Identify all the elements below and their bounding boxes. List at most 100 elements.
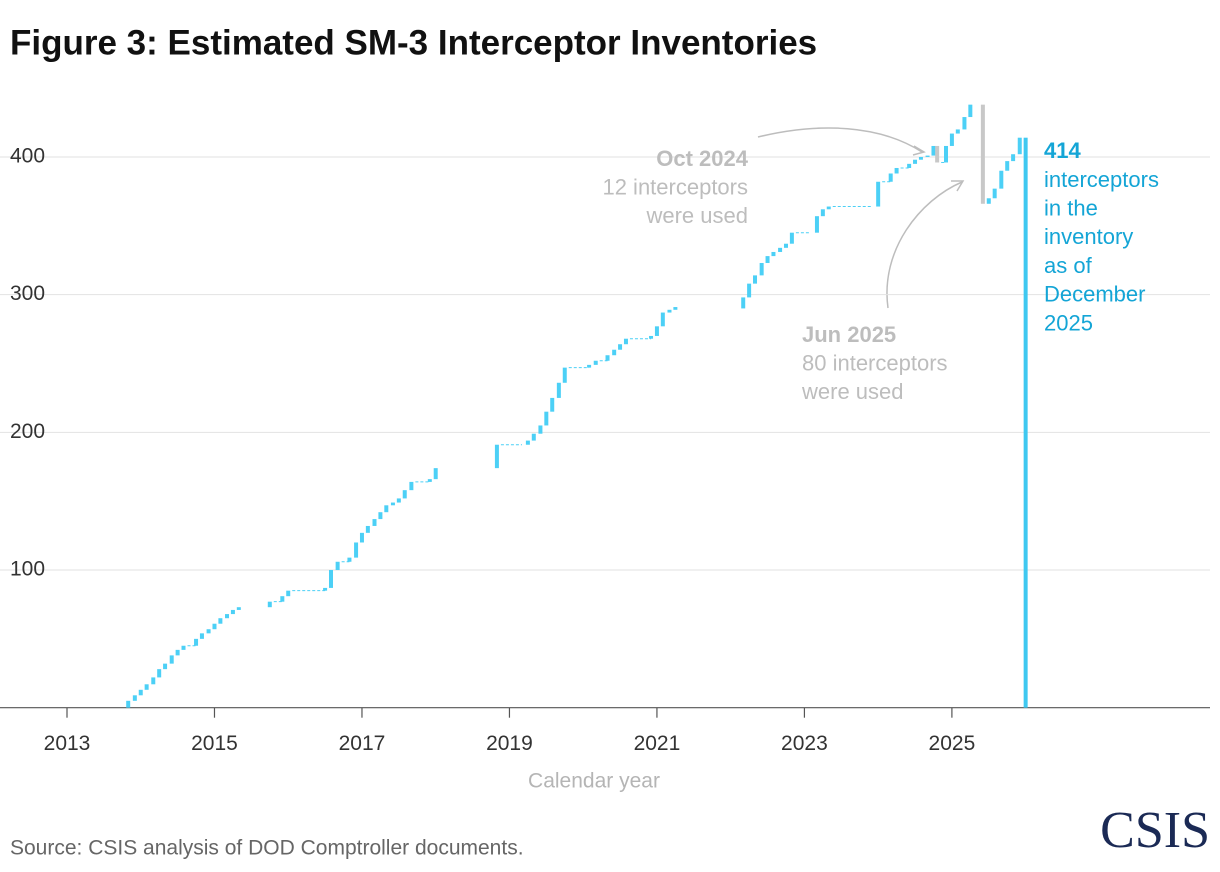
highlight-text: 2025: [1044, 310, 1093, 335]
step-bar: [913, 159, 918, 164]
highlight-text: December: [1044, 282, 1145, 307]
step-bar: [359, 532, 364, 543]
arrowhead: [951, 180, 965, 192]
step-bar: [962, 117, 967, 130]
step-bar: [741, 297, 746, 309]
step-bar: [992, 188, 997, 199]
logo: CSIS: [1100, 802, 1210, 859]
step-bar: [175, 649, 180, 656]
step-bar: [396, 498, 401, 503]
step-bar: [649, 335, 654, 339]
highlight-text: in the: [1044, 196, 1098, 221]
step-bar: [789, 232, 794, 244]
step-bar: [667, 309, 672, 313]
step-bar: [587, 364, 592, 368]
step-bar: [181, 645, 186, 650]
step-bar: [163, 663, 168, 670]
arrow: [886, 181, 963, 309]
step-bar: [169, 655, 174, 664]
step-bar: [894, 167, 899, 174]
step-bar: [267, 601, 272, 608]
step-bar: [212, 623, 217, 630]
highlight-text: inventory: [1044, 224, 1133, 249]
step-bar: [335, 561, 340, 571]
chart-title: Figure 3: Estimated SM-3 Interceptor Inv…: [10, 23, 817, 62]
step-bar: [328, 570, 333, 588]
step-bar: [384, 505, 389, 513]
step-bar: [593, 360, 598, 365]
step-bar: [623, 338, 628, 345]
step-bar: [826, 206, 831, 210]
source: Source: CSIS analysis of DOD Comptroller…: [10, 837, 524, 860]
step-bar: [427, 479, 432, 482]
y-tick-label: 300: [10, 282, 45, 305]
step-bar: [771, 251, 776, 257]
annotation-title: Jun 2025: [802, 322, 896, 347]
step-bar: [433, 468, 438, 480]
step-bar: [525, 440, 530, 445]
step-bar: [218, 618, 223, 624]
step-bar: [907, 163, 912, 168]
x-tick-label: 2015: [191, 732, 238, 755]
step-bar: [286, 590, 291, 597]
step-bar: [544, 411, 549, 426]
step-bar: [347, 557, 352, 562]
step-bar: [654, 326, 659, 336]
step-bar: [783, 243, 788, 248]
step-bar: [132, 695, 137, 701]
step-bar: [999, 170, 1004, 189]
step-bar: [888, 173, 893, 182]
step-bar: [759, 262, 764, 276]
annotation-text: 12 interceptors: [602, 174, 748, 199]
step-bar: [747, 283, 752, 298]
highlight-bar: [1023, 137, 1028, 708]
step-bar: [562, 367, 567, 383]
y-tick-label: 200: [10, 420, 45, 443]
annotation-title: Oct 2024: [656, 146, 748, 171]
annotation-arrows: [757, 127, 965, 309]
step-bar: [402, 490, 407, 499]
x-tick-label: 2021: [634, 732, 681, 755]
step-bar: [144, 684, 149, 690]
step-bar: [280, 596, 285, 602]
step-bar: [151, 677, 156, 685]
x-tick-label: 2023: [781, 732, 828, 755]
x-tick-label: 2017: [339, 732, 386, 755]
step-bar: [550, 397, 555, 412]
step-bar: [354, 542, 359, 558]
y-tick-label: 400: [10, 145, 45, 168]
step-bar: [1017, 137, 1022, 155]
highlight-value: 414: [1044, 138, 1081, 163]
step-bar: [206, 629, 211, 634]
step-bar: [778, 247, 783, 252]
step-bar: [1011, 154, 1016, 162]
arrow: [757, 127, 923, 153]
step-bar: [968, 104, 973, 118]
step-bar: [820, 209, 825, 217]
step-bar: [365, 525, 370, 533]
y-tick-label: 100: [10, 558, 45, 581]
step-bar: [409, 481, 414, 491]
step-bar: [372, 519, 377, 526]
step-bar: [378, 512, 383, 520]
step-bar: [126, 700, 131, 708]
step-bar: [931, 145, 936, 156]
step-bar: [323, 587, 328, 591]
x-tick-label: 2019: [486, 732, 533, 755]
step-bar: [618, 344, 623, 350]
step-bar: [605, 355, 610, 361]
step-bar: [935, 145, 940, 163]
step-bar: [538, 425, 543, 434]
step-bar: [138, 689, 143, 696]
step-bar: [612, 349, 617, 356]
highlight-text: interceptors: [1044, 167, 1159, 192]
step-bar: [556, 382, 561, 398]
step-bar: [955, 129, 960, 134]
step-bar: [230, 609, 235, 615]
step-bar: [194, 638, 199, 646]
x-tick-label: 2025: [929, 732, 976, 755]
annotation-text: were used: [801, 379, 904, 404]
step-bar: [225, 614, 230, 619]
step-bar: [765, 256, 770, 263]
